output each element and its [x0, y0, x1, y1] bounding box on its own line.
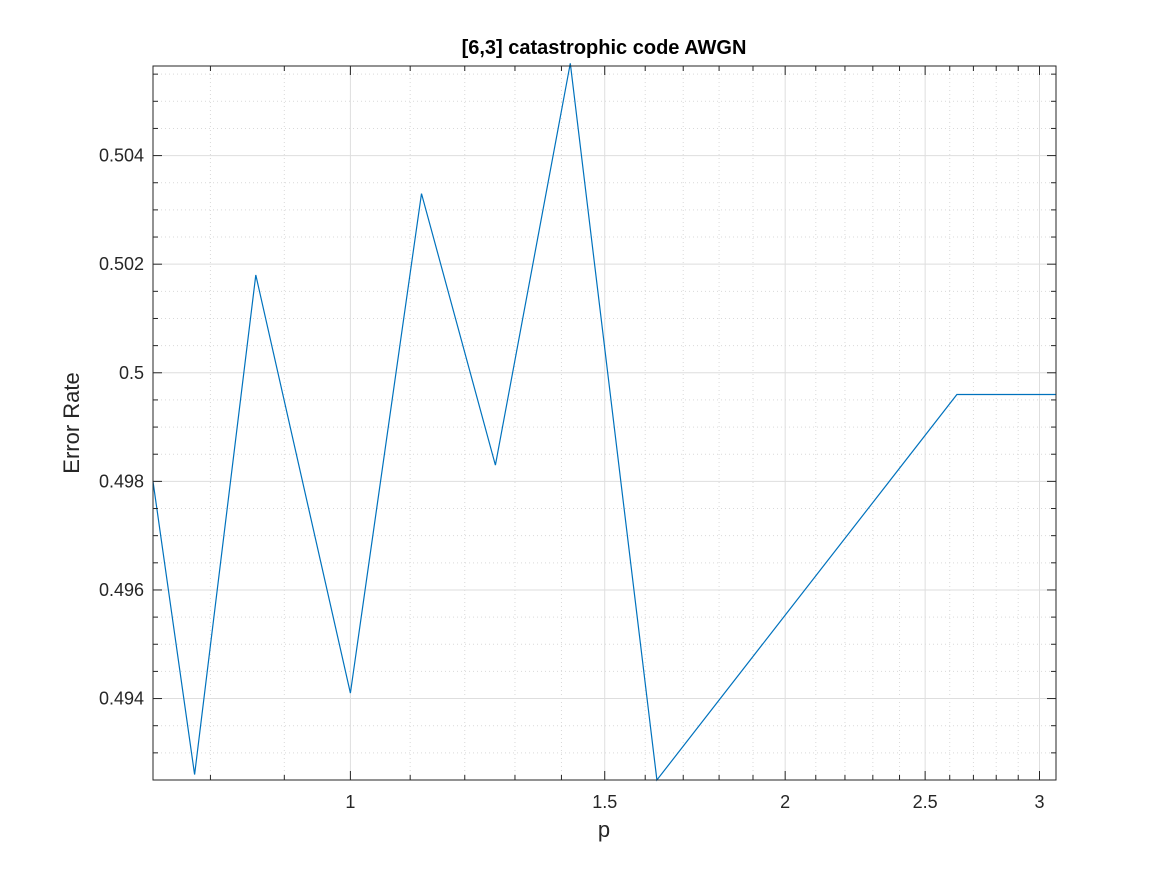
y-tick-label: 0.494 — [99, 689, 144, 709]
x-tick-label: 1 — [345, 792, 355, 812]
series-line — [152, 63, 1056, 782]
x-tick-labels: 1 1.5 2 2.5 3 — [345, 792, 1044, 812]
y-tick-label: 0.502 — [99, 254, 144, 274]
x-tick-label: 2.5 — [913, 792, 938, 812]
y-axis-label: Error Rate — [59, 372, 84, 473]
tick-marks — [153, 66, 1056, 781]
x-tick-label: 3 — [1034, 792, 1044, 812]
y-tick-label: 0.5 — [119, 363, 144, 383]
x-axis-label: p — [598, 817, 610, 842]
x-tick-label: 2 — [780, 792, 790, 812]
chart-title: [6,3] catastrophic code AWGN — [462, 37, 747, 59]
minor-grid — [153, 66, 1056, 781]
x-tick-label: 1.5 — [592, 792, 617, 812]
series-layer — [152, 63, 1056, 782]
y-tick-label: 0.496 — [99, 580, 144, 600]
major-grid — [153, 66, 1056, 780]
y-tick-labels: 0.494 0.496 0.498 0.5 0.502 0.504 — [99, 146, 144, 709]
y-tick-label: 0.504 — [99, 146, 144, 166]
y-tick-label: 0.498 — [99, 471, 144, 491]
